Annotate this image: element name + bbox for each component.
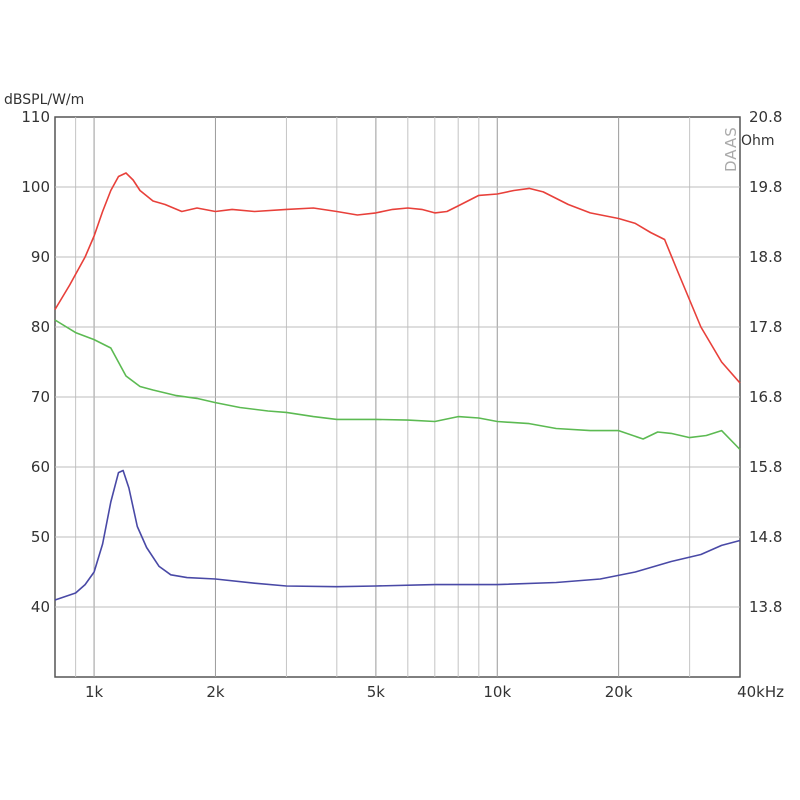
series-line-2 <box>54 319 741 451</box>
right-axis-label: Ohm <box>741 133 775 149</box>
brand-watermark: DAAS <box>722 126 740 172</box>
x-axis-ticks: 1k 2k 5k 10k 20k 40kHz <box>85 683 784 701</box>
right-tick-label: 13.8 <box>749 598 782 616</box>
left-tick-label: 60 <box>31 458 50 476</box>
left-tick-label: 40 <box>31 598 50 616</box>
right-tick-label: 17.8 <box>749 318 782 336</box>
horizontal-gridlines <box>55 186 740 608</box>
left-axis-ticks: 110 100 90 80 70 60 50 40 <box>21 108 50 616</box>
left-tick-label: 50 <box>31 528 50 546</box>
right-axis-ticks: 20.8 19.8 18.8 17.8 16.8 15.8 14.8 13.8 <box>749 108 782 616</box>
right-tick-label: 15.8 <box>749 458 782 476</box>
series-line-1 <box>54 172 741 384</box>
left-tick-label: 110 <box>21 108 50 126</box>
x-tick-label: 20k <box>605 683 633 701</box>
left-axis-label: dBSPL/W/m <box>4 92 84 108</box>
left-tick-label: 90 <box>31 248 50 266</box>
series-line-3 <box>54 469 741 601</box>
x-tick-label: 10k <box>483 683 511 701</box>
x-tick-label: 5k <box>367 683 386 701</box>
x-tick-label: 1k <box>85 683 104 701</box>
right-tick-label: 18.8 <box>749 248 782 266</box>
left-tick-label: 100 <box>21 178 50 196</box>
right-tick-label: 20.8 <box>749 108 782 126</box>
left-tick-label: 80 <box>31 318 50 336</box>
right-tick-label: 16.8 <box>749 388 782 406</box>
left-tick-label: 70 <box>31 388 50 406</box>
right-tick-label: 19.8 <box>749 178 782 196</box>
x-tick-label: 2k <box>206 683 225 701</box>
right-tick-label: 14.8 <box>749 528 782 546</box>
series-layer <box>54 172 741 601</box>
x-tick-label: 40kHz <box>737 683 784 701</box>
